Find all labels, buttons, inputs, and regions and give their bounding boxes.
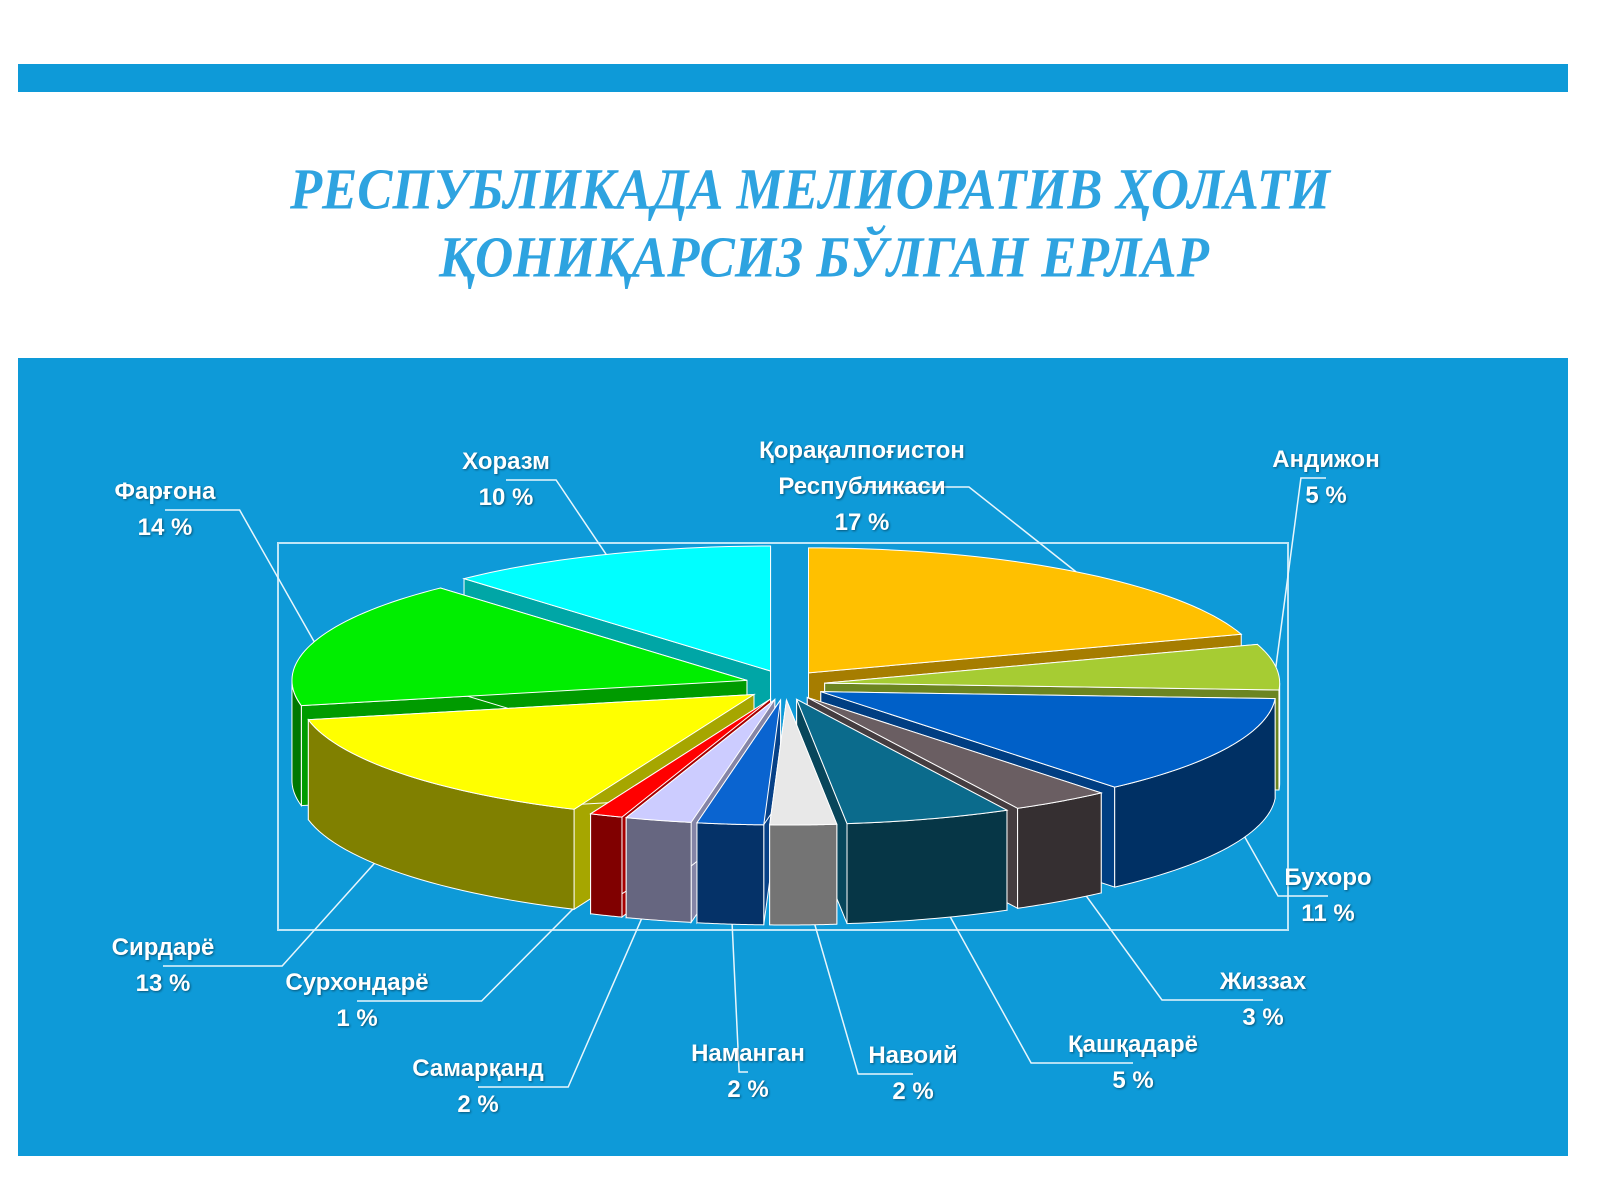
slice	[824, 643, 1281, 691]
leader-line	[862, 486, 1077, 573]
slice	[696, 699, 782, 826]
category-name: Бухоро	[1284, 864, 1372, 891]
slice	[462, 545, 772, 672]
chart-title: РЕСПУБЛИКАДА МЕЛИОРАТИВ ҲОЛАТИ	[289, 156, 1332, 221]
value-label: 3 %	[1242, 1004, 1284, 1031]
slice	[624, 699, 776, 823]
data-label: Бухоро 11 %	[1284, 860, 1371, 932]
category-name: Сирдарё	[111, 934, 215, 961]
slice	[795, 698, 1009, 825]
value-label: 5 %	[1112, 1067, 1154, 1094]
category-name: Навоий	[868, 1042, 958, 1069]
category-name: Қорақалпоғистон Республикаси	[759, 437, 965, 500]
slice-rim	[846, 809, 1008, 925]
leader-line	[163, 832, 402, 967]
data-label: Қашқадарё 5 %	[1068, 1027, 1198, 1099]
category-name: Қашқадарё	[1068, 1031, 1198, 1058]
value-label: 11 %	[1301, 900, 1355, 927]
leader-line	[802, 884, 913, 1075]
value-label: 5 %	[1305, 482, 1347, 509]
leader-line	[1060, 860, 1263, 1001]
value-label: 14 %	[137, 514, 193, 541]
data-label: Хоразм 10 %	[462, 444, 550, 516]
slice	[807, 696, 1104, 809]
leader-line	[478, 880, 660, 1088]
slice	[307, 693, 756, 810]
category-name: Наманган	[691, 1040, 805, 1067]
leader-line	[928, 878, 1133, 1064]
slice	[589, 698, 771, 818]
slice-rim	[1017, 792, 1102, 909]
category-name: Андижон	[1272, 446, 1380, 473]
data-label: Самарқанд 2 %	[412, 1051, 544, 1123]
leader-line	[165, 509, 315, 643]
leader-line	[506, 479, 607, 555]
data-label: Наманган 2 %	[691, 1036, 805, 1108]
data-label: Қорақалпоғистон Республикаси 17 %	[712, 433, 1012, 541]
data-label: Сирдарё 13 %	[112, 930, 215, 1002]
value-label: 13 %	[135, 970, 191, 997]
value-label: 10 %	[478, 484, 534, 511]
data-label: Сурхондарё 1 %	[285, 965, 428, 1037]
category-name: Самарқанд	[412, 1055, 544, 1082]
leader-line	[1275, 477, 1326, 668]
slice-rim	[1278, 683, 1281, 791]
data-label: Андижон 5 %	[1272, 442, 1379, 514]
slice	[291, 587, 748, 707]
slice-rim	[590, 813, 623, 918]
plot-area	[277, 542, 1289, 931]
leader-line	[729, 884, 748, 1073]
value-label: 2 %	[727, 1076, 769, 1103]
value-label: 2 %	[457, 1091, 499, 1118]
leader-line	[357, 875, 607, 1002]
category-name: Сурхондарё	[285, 969, 429, 996]
slice-rim	[625, 817, 692, 923]
value-label: 2 %	[892, 1078, 934, 1105]
slice-rim	[769, 823, 838, 926]
category-name: Фарғона	[114, 478, 216, 505]
data-label: Навоий 2 %	[868, 1038, 957, 1110]
slice	[769, 698, 838, 826]
category-name: Жиззах	[1219, 968, 1307, 995]
slice-rim	[696, 822, 765, 926]
top-bar	[18, 64, 1568, 92]
data-label: Жиззах 3 %	[1220, 964, 1306, 1036]
slice	[808, 547, 1243, 674]
value-label: 17 %	[834, 509, 890, 536]
category-name: Хоразм	[462, 448, 550, 475]
value-label: 1 %	[336, 1005, 378, 1032]
slice	[820, 691, 1276, 788]
chart-title: ҚОНИҚАРСИЗ БЎЛГАН ЕРЛАР	[438, 224, 1209, 289]
data-label: Фарғона 14 %	[115, 474, 216, 546]
